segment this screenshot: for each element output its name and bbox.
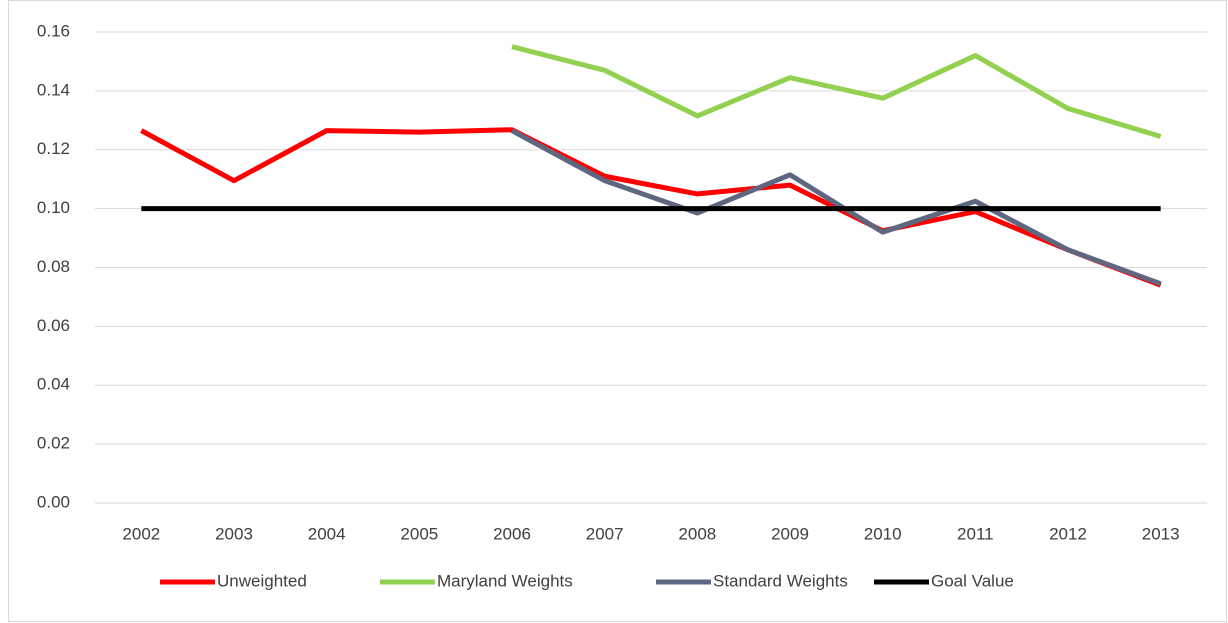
legend-label: Unweighted [217,571,307,590]
y-tick-label: 0.04 [37,375,70,394]
y-tick-label: 0.02 [37,434,70,453]
x-tick-label: 2010 [864,524,902,543]
x-tick-label: 2007 [586,524,624,543]
series-line [510,128,1162,287]
y-tick-label: 0.08 [37,257,70,276]
x-tick-label: 2004 [308,524,346,543]
x-tick-label: 2013 [1142,524,1180,543]
legend-label: Goal Value [931,571,1014,590]
y-tick-label: 0.00 [37,492,70,511]
series-line [140,127,1162,288]
x-tick-label: 2008 [678,524,716,543]
x-tick-label: 2002 [122,524,160,543]
y-tick-label: 0.14 [37,80,70,99]
x-tick-label: 2009 [771,524,809,543]
y-tick-label: 0.10 [37,198,70,217]
legend-label: Standard Weights [713,571,848,590]
legend-label: Maryland Weights [437,571,573,590]
y-tick-label: 0.16 [37,21,70,40]
y-tick-label: 0.12 [37,139,70,158]
y-tick-label: 0.06 [37,316,70,335]
x-tick-label: 2005 [400,524,438,543]
chart-frame [8,0,1227,622]
x-tick-label: 2006 [493,524,531,543]
x-tick-label: 2012 [1049,524,1087,543]
series-line [511,44,1162,139]
x-tick-label: 2003 [215,524,253,543]
x-tick-label: 2011 [957,524,994,543]
